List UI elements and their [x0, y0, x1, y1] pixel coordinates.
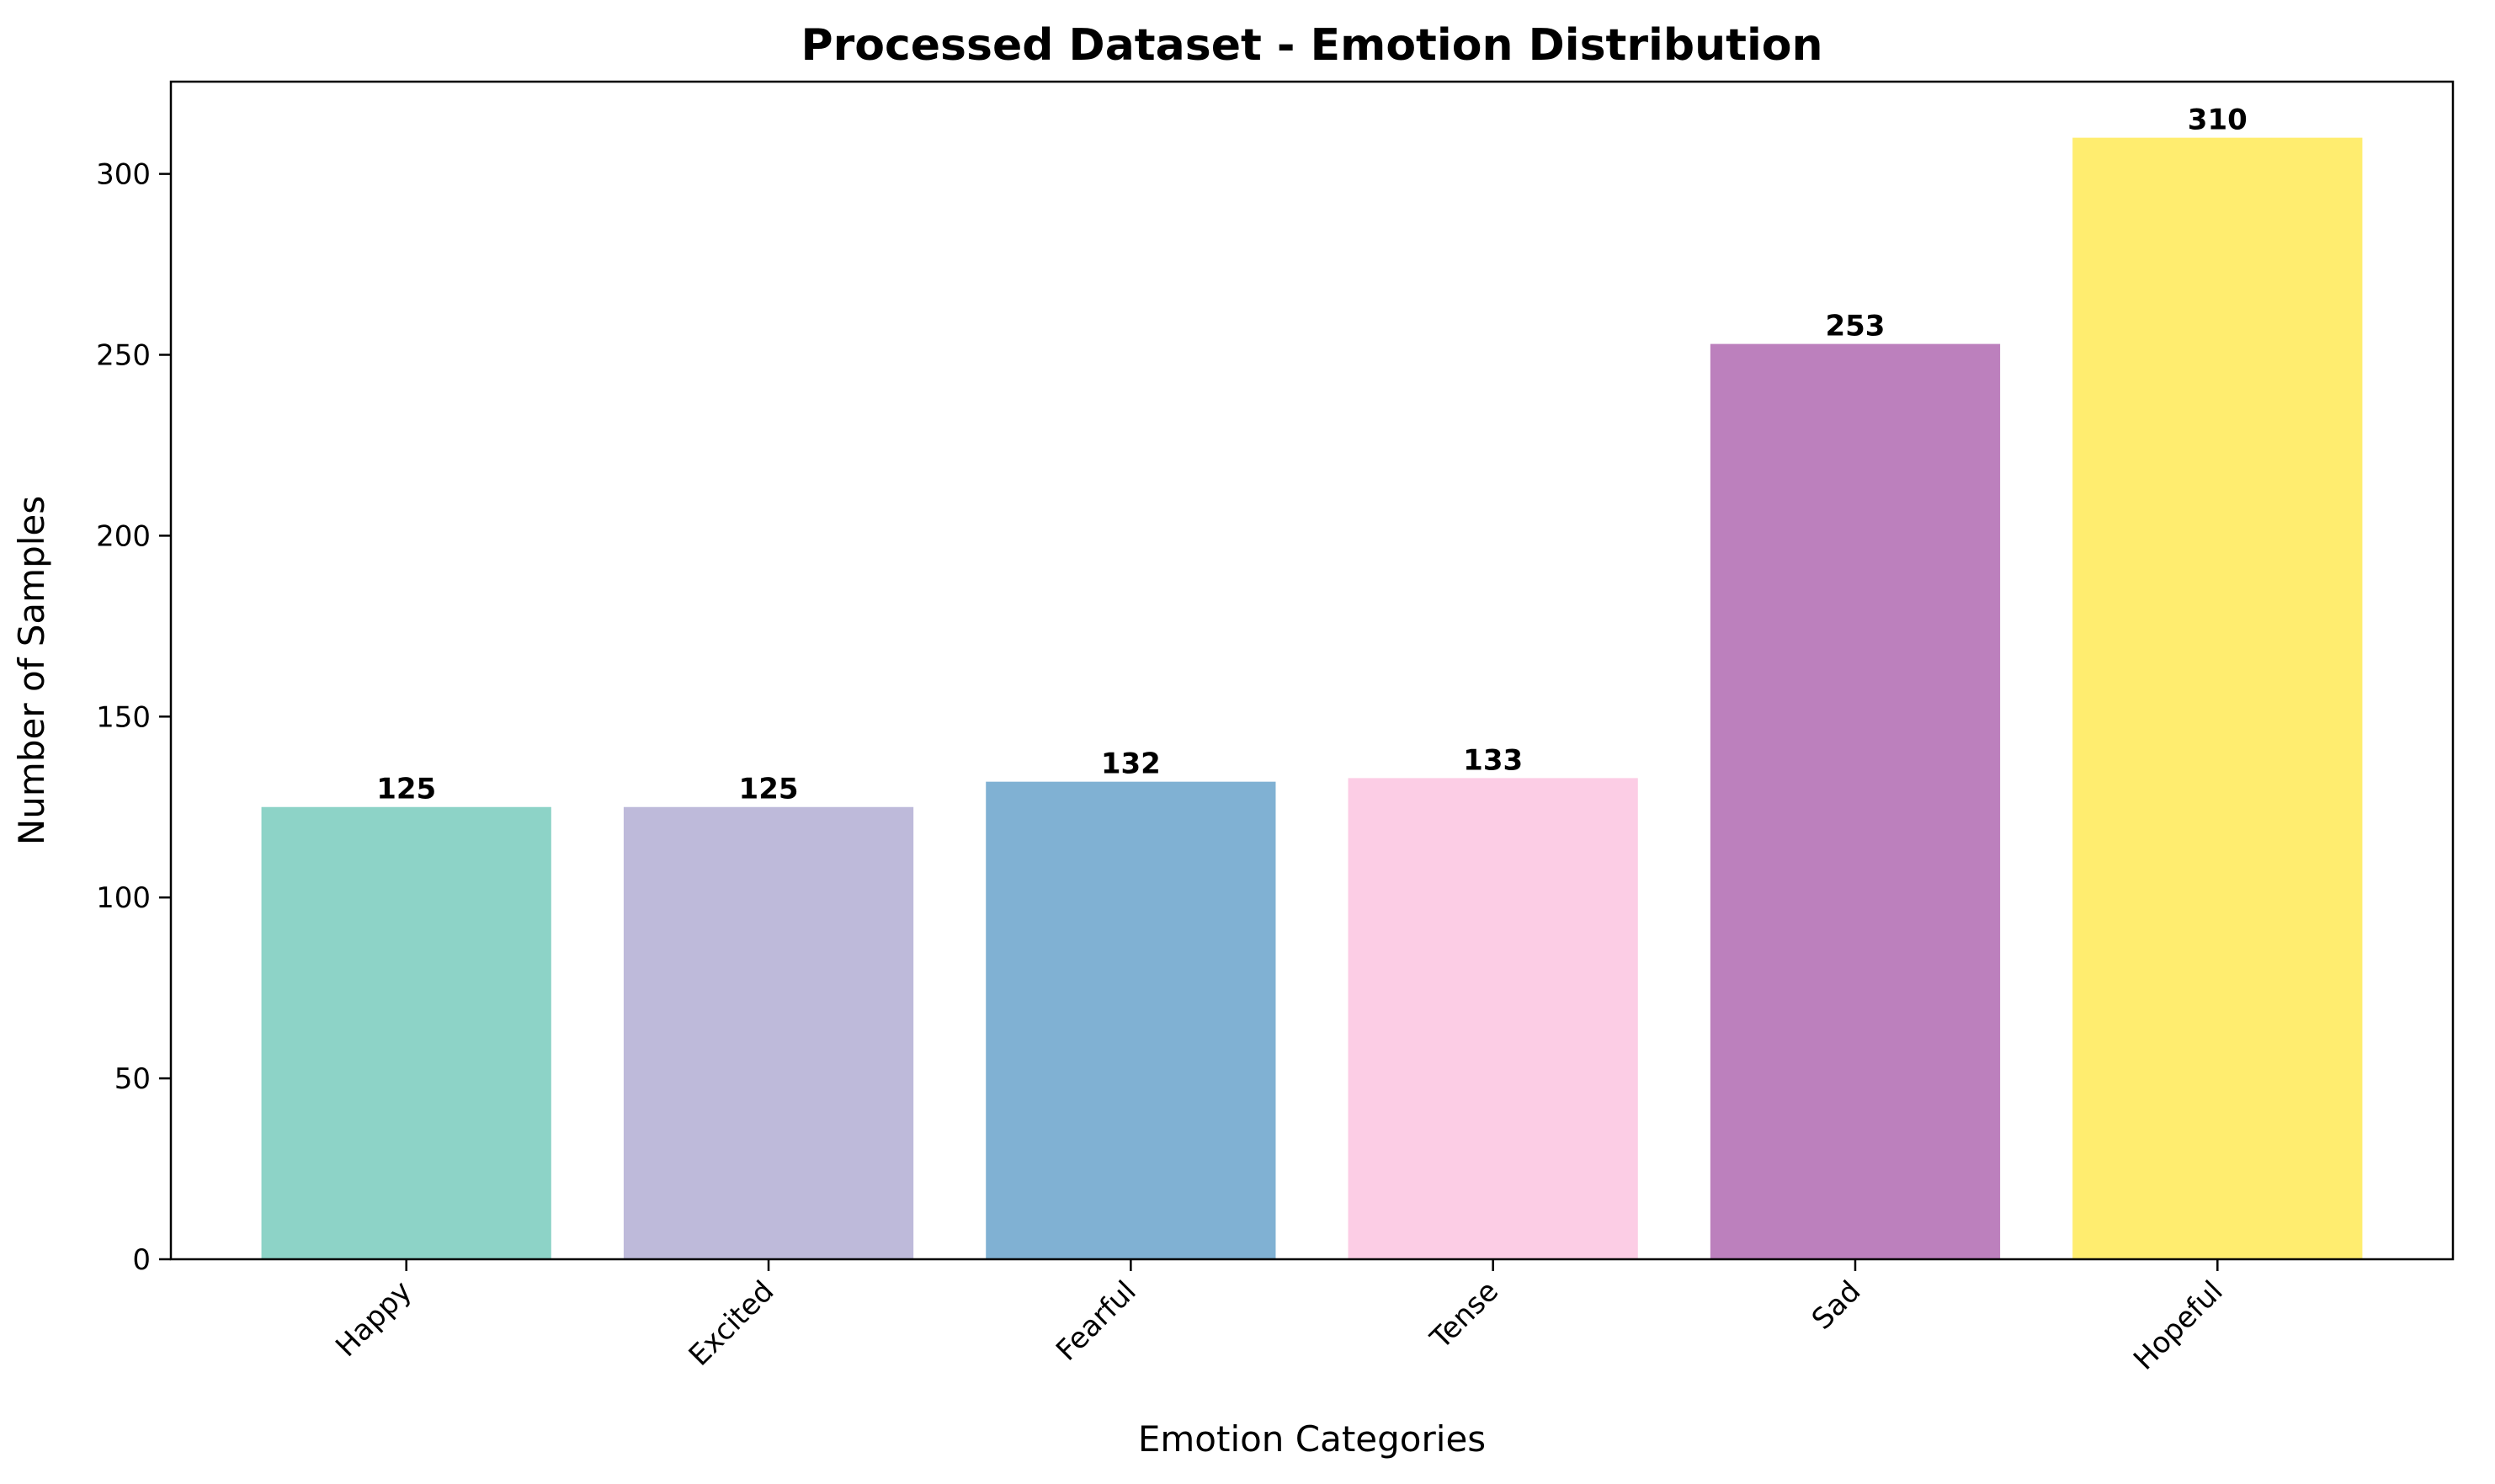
- chart-title: Processed Dataset - Emotion Distribution: [801, 20, 1822, 71]
- x-tick-label-excited: Excited: [683, 1274, 781, 1373]
- bars-group: 125 125 132 133 253 310: [261, 104, 2363, 1260]
- data-label-fearful: 132: [1101, 747, 1161, 781]
- y-tick-label: 300: [96, 158, 151, 192]
- x-tick-label-sad: Sad: [1806, 1274, 1868, 1337]
- data-label-happy: 125: [376, 773, 436, 806]
- x-axis: Happy Excited Fearful Tense Sad Hopeful: [329, 1259, 2230, 1377]
- bar-sad: [1710, 343, 2001, 1259]
- bar-fearful: [986, 781, 1276, 1259]
- y-axis: 0 50 100 150 200 250 300: [96, 158, 171, 1277]
- data-label-hopeful: 310: [2188, 104, 2248, 137]
- y-tick-label: 200: [96, 519, 151, 553]
- y-tick-label: 250: [96, 338, 151, 372]
- y-tick-label: 150: [96, 700, 151, 734]
- x-tick-label-fearful: Fearful: [1050, 1274, 1143, 1368]
- y-tick-label: 0: [132, 1243, 151, 1277]
- bar-hopeful: [2072, 137, 2363, 1260]
- data-label-sad: 253: [1825, 310, 1885, 343]
- plot-frame: [169, 80, 2455, 1261]
- data-label-tense: 133: [1463, 743, 1523, 777]
- x-axis-label: Emotion Categories: [1138, 1418, 1486, 1460]
- bar-excited: [623, 806, 914, 1259]
- bar-tense: [1348, 778, 1638, 1259]
- x-tick-label-hopeful: Hopeful: [2127, 1274, 2230, 1377]
- bar-happy: [261, 806, 551, 1259]
- x-tick-label-tense: Tense: [1423, 1274, 1505, 1356]
- y-tick-label: 100: [96, 881, 151, 915]
- y-tick-label: 50: [114, 1062, 151, 1096]
- x-tick-label-happy: Happy: [329, 1274, 418, 1364]
- data-label-excited: 125: [739, 773, 799, 806]
- y-axis-label: Number of Samples: [11, 496, 52, 845]
